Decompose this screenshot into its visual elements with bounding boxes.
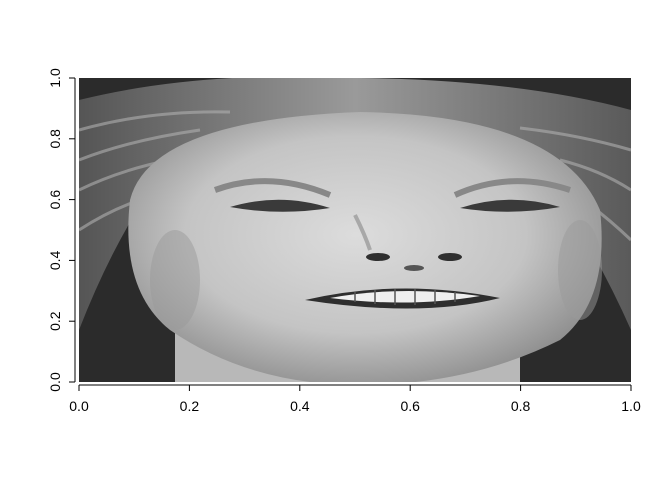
x-tick-label: 0.6 bbox=[400, 398, 420, 414]
y-tick-label: 1.0 bbox=[47, 68, 63, 88]
y-tick-label: 0.8 bbox=[47, 129, 63, 149]
x-tick-label: 0.4 bbox=[290, 398, 310, 414]
x-tick-label: 0.8 bbox=[511, 398, 531, 414]
y-tick-label: 0.4 bbox=[47, 250, 63, 270]
x-tick-label: 0.2 bbox=[180, 398, 200, 414]
x-tick-label: 0.0 bbox=[69, 398, 89, 414]
face-heatmap-image bbox=[79, 78, 631, 382]
y-axis: 0.0 0.2 0.4 0.6 0.8 1.0 bbox=[47, 68, 76, 392]
y-tick-label: 0.6 bbox=[47, 190, 63, 210]
x-tick-label: 1.0 bbox=[621, 398, 641, 414]
y-tick-label: 0.0 bbox=[47, 372, 63, 392]
y-tick-label: 0.2 bbox=[47, 311, 63, 331]
x-axis: 0.0 0.2 0.4 0.6 0.8 1.0 bbox=[69, 384, 641, 414]
